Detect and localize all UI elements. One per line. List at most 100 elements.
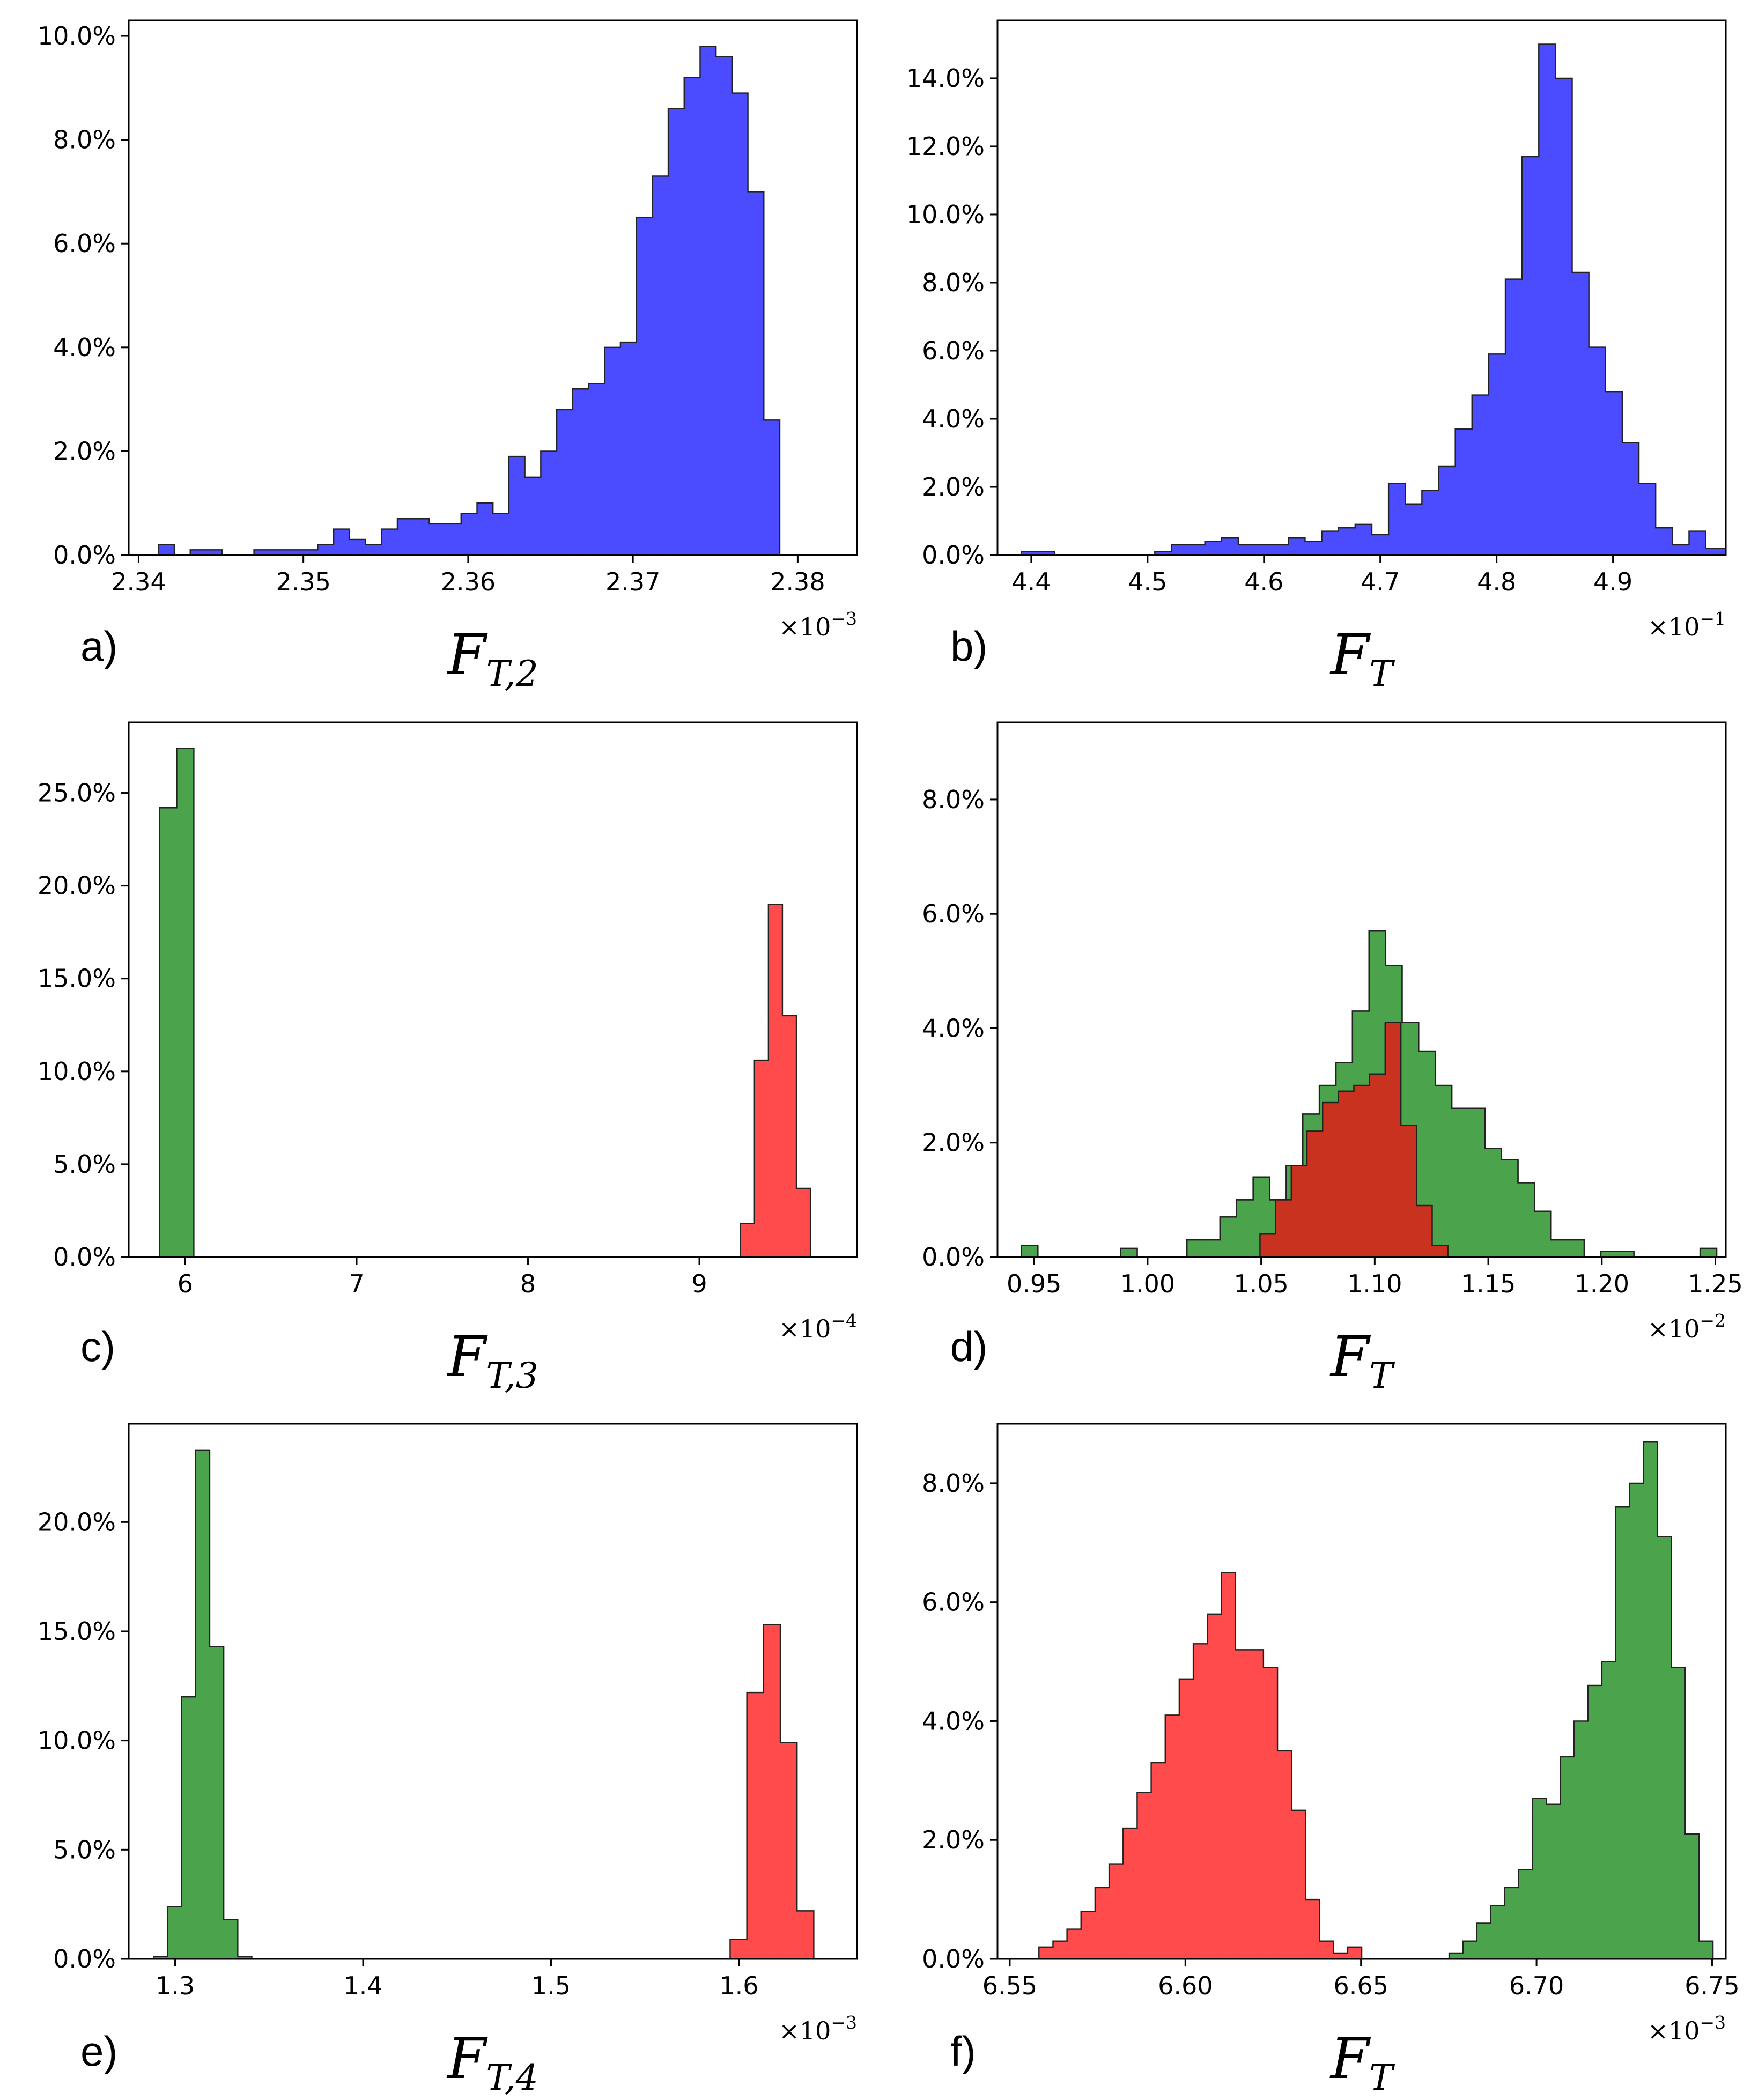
histogram-bar (1371, 534, 1389, 555)
histogram-bar (1622, 442, 1639, 555)
histogram-bar (270, 550, 286, 555)
histogram-bar (1476, 1923, 1491, 1959)
histogram-bar (1305, 1899, 1320, 1959)
overlap-bar (1291, 1165, 1303, 1257)
histogram-bar (1038, 551, 1055, 555)
x-tick-label: 1.05 (1233, 1269, 1288, 1298)
histogram-bar (730, 1939, 748, 1959)
y-tick-label: 2.0% (922, 1128, 985, 1157)
histogram-bar (1188, 544, 1206, 555)
histogram-bar (1560, 1756, 1575, 1959)
y-tick-label: 2.0% (53, 437, 116, 465)
histogram-bar (1120, 1248, 1138, 1257)
histogram-bar (1067, 1929, 1082, 1959)
histogram-bar (195, 1450, 210, 1959)
x-offset-multiplier: ×10−4 (779, 1310, 857, 1343)
histogram-bar (700, 46, 716, 555)
histogram-outline (1021, 930, 1718, 1257)
overlap-bar (1307, 1131, 1320, 1257)
overlap-bar (1385, 1022, 1386, 1257)
panel-label: f) (950, 2028, 976, 2075)
histogram-bar (684, 77, 701, 555)
x-tick-label: 4.4 (1011, 567, 1051, 596)
histogram-bar (365, 544, 382, 555)
histogram-bar (1488, 354, 1506, 555)
histogram-bar (1321, 531, 1339, 555)
y-tick-label: 2.0% (922, 1825, 985, 1854)
histogram-bar (1685, 1834, 1700, 1959)
y-tick-label: 20.0% (38, 1507, 116, 1536)
x-tick-label: 2.38 (770, 567, 825, 596)
y-tick-label: 4.0% (53, 333, 116, 362)
axes-frame (128, 19, 858, 556)
histogram-bar (1699, 1941, 1713, 1959)
y-tick-label: 10.0% (38, 21, 116, 50)
histogram-bar (747, 1692, 764, 1959)
histogram-outline (159, 748, 195, 1257)
x-tick-label: 1.00 (1120, 1269, 1175, 1298)
histogram-bar (224, 1919, 238, 1959)
y-tick-label: 4.0% (922, 1014, 985, 1042)
axes-frame (128, 1423, 858, 1960)
histogram-bar (782, 1015, 797, 1257)
overlap-bar (1352, 1091, 1355, 1257)
y-tick-label: 15.0% (38, 1617, 116, 1646)
x-axis-label: FT (1329, 2026, 1395, 2098)
histogram-bar (1435, 1085, 1452, 1257)
histogram-bar (1601, 1661, 1616, 1959)
y-axis: 0.0% 2.0% 4.0% 6.0% 8.0% (922, 785, 998, 1271)
panel-e: 1.3 1.4 1.5 1.6 0.0% 5.0% 10.0% 15.0% 20.0% ×10−3… (38, 1423, 858, 2098)
x-offset-multiplier: ×10−1 (1647, 608, 1726, 641)
histogram-bar (1203, 1240, 1221, 1257)
histogram-bar (1572, 272, 1590, 555)
y-axis: 0.0% 2.0% 4.0% 6.0% 8.0% 10.0% 12.0% 14.0% (906, 64, 998, 570)
histogram-bar (1501, 1159, 1519, 1257)
histogram-bar (763, 1624, 781, 1959)
x-tick-label: 2.34 (111, 567, 166, 596)
panel-label: a) (80, 623, 117, 670)
series-red (740, 904, 811, 1257)
histogram-bar (159, 808, 178, 1257)
histogram-bar (1355, 524, 1372, 555)
histogram-bar (1422, 490, 1439, 555)
series-green (153, 1449, 253, 1959)
x-axis: 6.55 6.60 6.65 6.70 6.75 (982, 1959, 1740, 2000)
histogram-bar (1546, 1804, 1561, 1959)
histogram-bar (1455, 429, 1473, 555)
histogram-bar (1179, 1679, 1194, 1959)
histogram-bar (301, 550, 319, 555)
x-tick-label: 1.25 (1688, 1269, 1742, 1298)
panel-f: 6.55 6.60 6.65 6.70 6.75 0.0% 2.0% 4.0% 6.0% 8.0%… (922, 1423, 1740, 2098)
histogram-bar (557, 409, 573, 555)
overlap-bar (1260, 1234, 1270, 1257)
panel-label: b) (950, 623, 987, 670)
histogram-bar (1518, 1182, 1535, 1257)
histogram-bar (588, 383, 605, 555)
series-red (1038, 1572, 1363, 1959)
histogram-bar (1221, 538, 1239, 555)
y-tick-label: 6.0% (922, 899, 985, 928)
overlap-bar (1402, 1125, 1417, 1257)
overlap-bar (1269, 1234, 1276, 1257)
plot-area (1021, 930, 1718, 1257)
overlap-bar (1338, 1091, 1353, 1257)
histogram-bar (1095, 1887, 1110, 1959)
histogram-bar (1574, 1721, 1589, 1959)
histogram-bar (1539, 44, 1556, 555)
histogram-bar (167, 1906, 182, 1959)
histogram-bar (1449, 1953, 1464, 1959)
plot-area (153, 1449, 815, 1959)
histogram-bar (429, 523, 446, 555)
histogram-bar (1288, 538, 1306, 555)
histogram-bar (1207, 1614, 1222, 1959)
x-tick-label: 4.7 (1361, 567, 1400, 596)
histogram-bar (209, 1646, 224, 1959)
histogram-bar (1722, 548, 1726, 555)
overlap-bar (1401, 1125, 1403, 1257)
histogram-bar (1505, 279, 1523, 555)
x-tick-label: 4.6 (1244, 567, 1283, 596)
overlap-bar (1323, 1103, 1336, 1257)
x-tick-label: 1.10 (1347, 1269, 1402, 1298)
y-tick-label: 20.0% (38, 871, 116, 900)
histogram-bar (1671, 1667, 1686, 1959)
